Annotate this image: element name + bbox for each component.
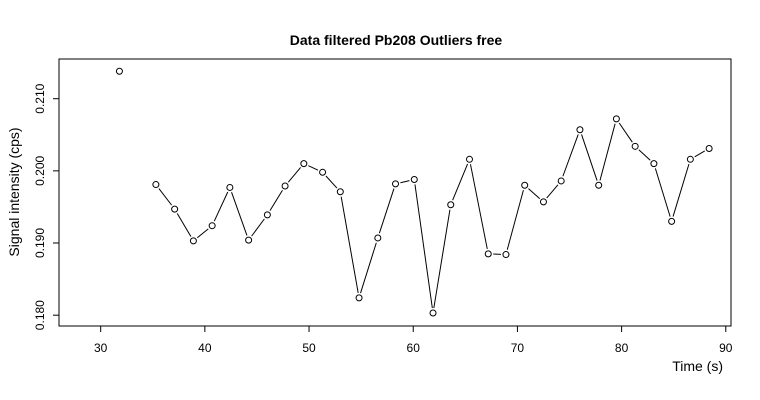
data-point	[115, 67, 123, 75]
series-line-segment	[196, 228, 209, 239]
series-line-segment	[269, 190, 283, 211]
data-point	[521, 181, 529, 189]
data-point	[650, 160, 658, 168]
series-line-segment	[654, 168, 671, 217]
data-point	[281, 182, 289, 190]
data-point	[686, 155, 694, 163]
data-point	[171, 205, 179, 213]
data-point	[612, 115, 620, 123]
series-line-segment	[546, 184, 559, 199]
data-point	[152, 181, 160, 189]
series-line-segment	[638, 149, 651, 161]
series-line-segment	[176, 213, 192, 237]
x-tick-label: 90	[719, 341, 733, 355]
x-axis: 30 40 50 60 70 80 90	[94, 326, 733, 355]
data-point	[392, 180, 400, 188]
series-line-segment	[308, 165, 319, 171]
series-line-segment	[251, 218, 265, 237]
series-line-segment	[213, 191, 229, 222]
series-points	[115, 67, 713, 317]
series-line-segment	[618, 122, 633, 143]
series-line-segment	[433, 209, 451, 309]
y-tick-label: 0.180	[33, 300, 47, 330]
y-axis-label: Signal intensity (cps)	[6, 127, 22, 256]
data-point	[557, 177, 565, 185]
x-tick-label: 60	[407, 341, 421, 355]
data-point	[319, 168, 327, 176]
series-line-segment	[287, 167, 302, 183]
series-line-segment	[506, 189, 524, 250]
series-line-segment	[452, 163, 469, 201]
data-point	[484, 250, 492, 258]
data-point	[668, 217, 676, 225]
data-point	[208, 222, 216, 230]
data-point	[355, 294, 363, 302]
series-line-segment	[694, 150, 706, 158]
data-point	[631, 142, 639, 150]
x-tick-label: 70	[511, 341, 525, 355]
series-line-segment	[360, 242, 377, 294]
x-tick-label: 40	[198, 341, 212, 355]
data-point	[410, 176, 418, 184]
x-tick-label: 50	[302, 341, 316, 355]
data-point	[374, 234, 382, 242]
data-point	[226, 183, 234, 191]
data-point	[336, 188, 344, 196]
data-point	[539, 198, 547, 206]
x-tick-label: 30	[94, 341, 108, 355]
series-line-segment	[158, 188, 173, 206]
data-point	[300, 160, 308, 168]
series-line-segment	[581, 134, 598, 181]
data-point	[447, 201, 455, 209]
x-axis-label: Time (s)	[672, 358, 723, 374]
series-line-segment	[340, 196, 359, 294]
data-point	[465, 155, 473, 163]
data-point	[245, 236, 253, 244]
data-point	[263, 211, 271, 219]
series-lines	[158, 122, 706, 309]
series-line-segment	[562, 134, 579, 177]
series-line-segment	[231, 191, 248, 236]
data-point	[576, 126, 584, 134]
series-line-segment	[599, 123, 616, 181]
series-line-segment	[325, 175, 338, 189]
series-line-segment	[414, 184, 433, 309]
y-tick-label: 0.190	[33, 228, 47, 258]
y-tick-label: 0.210	[33, 83, 47, 113]
data-point	[429, 309, 437, 317]
chart-title: Data filtered Pb208 Outliers free	[290, 32, 503, 48]
data-point	[705, 144, 713, 152]
data-point	[502, 251, 510, 259]
plot-frame	[58, 58, 732, 327]
y-axis: 0.180 0.190 0.200 0.210	[33, 83, 59, 330]
data-point	[189, 237, 197, 245]
series-line-segment	[378, 188, 395, 234]
series-line-segment	[672, 163, 690, 217]
y-tick-label: 0.200	[33, 156, 47, 186]
series-line-segment	[528, 188, 541, 199]
data-point	[595, 181, 603, 189]
series-line-segment	[469, 164, 488, 250]
series-line-segment	[400, 180, 410, 184]
x-tick-label: 80	[615, 341, 629, 355]
